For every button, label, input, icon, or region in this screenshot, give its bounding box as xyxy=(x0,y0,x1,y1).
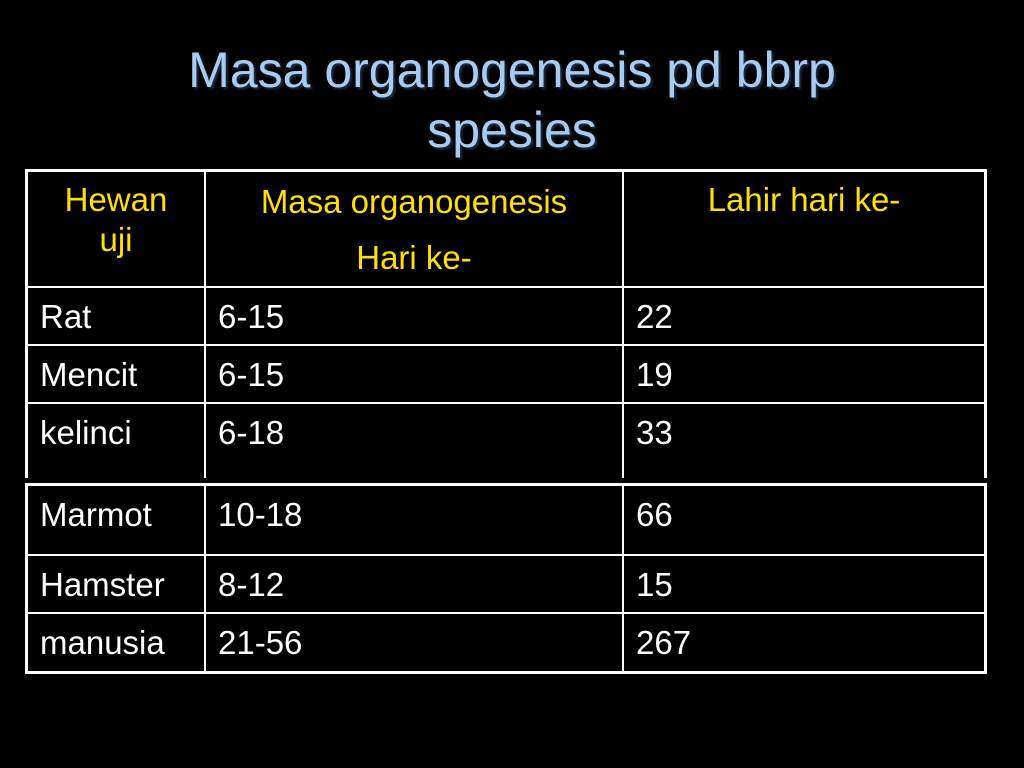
header-lahir-hari: Lahir hari ke- xyxy=(624,172,984,286)
table-row: kelinci 6-18 33 xyxy=(28,404,984,478)
cell-lahir: 19 xyxy=(636,356,673,393)
cell-organogenesis: 6-15 xyxy=(206,288,624,344)
header-masa-organogenesis: Masa organogenesis Hari ke- xyxy=(206,172,624,286)
cell-hewan: Mencit xyxy=(28,346,206,402)
table-row: Mencit 6-15 19 xyxy=(28,346,984,404)
cell-hewan: Rat xyxy=(28,288,206,344)
cell-lahir: 15 xyxy=(636,566,673,603)
cell-organogenesis: 6-15 xyxy=(206,346,624,402)
cell-organogenesis: 21-56 xyxy=(206,614,624,671)
cell-organogenesis: 10-18 xyxy=(206,486,624,554)
table-lower-block: Marmot 10-18 66 Hamster 8-12 15 manusia … xyxy=(25,483,987,674)
table-row: manusia 21-56 267 xyxy=(28,614,984,671)
slide-title-line-1: Masa organogenesis pd bbrp xyxy=(188,42,836,98)
slide-title: Masa organogenesis pd bbrp spesies xyxy=(0,40,1024,160)
cell-organogenesis: 8-12 xyxy=(206,556,624,612)
cell-hewan: Marmot xyxy=(28,486,206,554)
cell-hewan: kelinci xyxy=(28,404,206,478)
table-header-row: Hewan uji Masa organogenesis Hari ke- La… xyxy=(28,172,984,288)
cell-hewan: Hamster xyxy=(28,556,206,612)
header-masa-organogenesis-line-2: Hari ke- xyxy=(356,239,472,276)
table-row: Hamster 8-12 15 xyxy=(28,556,984,614)
header-hewan-uji-line-1: Hewan xyxy=(64,181,168,218)
table-row: Marmot 10-18 66 xyxy=(28,486,984,556)
cell-lahir: 66 xyxy=(636,496,673,533)
slide-title-line-2: spesies xyxy=(427,102,597,158)
header-masa-organogenesis-line-1: Masa organogenesis xyxy=(260,183,568,220)
table-row: Rat 6-15 22 xyxy=(28,288,984,346)
cell-organogenesis: 6-18 xyxy=(206,404,624,478)
cell-lahir: 33 xyxy=(636,414,673,451)
cell-hewan: manusia xyxy=(28,614,206,671)
cell-lahir: 22 xyxy=(636,298,673,335)
cell-lahir: 267 xyxy=(636,624,692,661)
header-hewan-uji-line-2: uji xyxy=(99,221,133,258)
table-upper-block: Hewan uji Masa organogenesis Hari ke- La… xyxy=(25,169,987,478)
header-hewan-uji: Hewan uji xyxy=(28,172,206,286)
header-lahir-hari-text: Lahir hari ke- xyxy=(707,181,901,218)
